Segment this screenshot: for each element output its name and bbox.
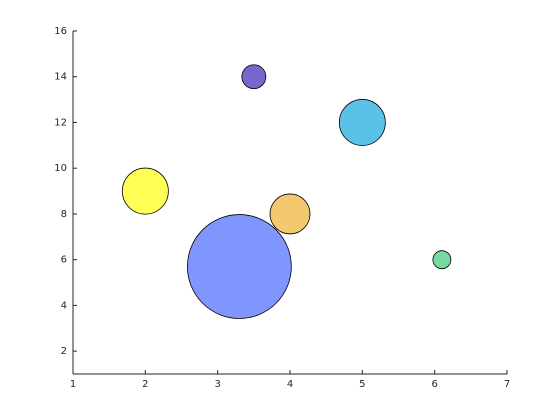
y-tick-label: 6 [61,255,67,266]
x-tick-label: 4 [287,379,293,390]
y-tick-label: 14 [54,72,67,83]
bubble [121,167,169,215]
y-tick-label: 8 [61,209,67,220]
x-tick-label: 3 [214,379,220,390]
y-tick-label: 2 [61,346,67,357]
x-tick-label: 7 [504,379,510,390]
x-tick-label: 6 [431,379,437,390]
bubble [187,214,292,319]
bubble [241,64,267,90]
y-tick-label: 16 [54,26,67,37]
x-tick-label: 2 [142,379,148,390]
y-tick-label: 4 [61,300,67,311]
bubble [269,193,311,235]
bubble [432,250,452,270]
y-tick-label: 10 [54,163,67,174]
x-tick-label: 5 [359,379,365,390]
bubble [338,99,386,146]
x-tick-label: 1 [70,379,76,390]
y-tick-label: 12 [54,117,67,128]
